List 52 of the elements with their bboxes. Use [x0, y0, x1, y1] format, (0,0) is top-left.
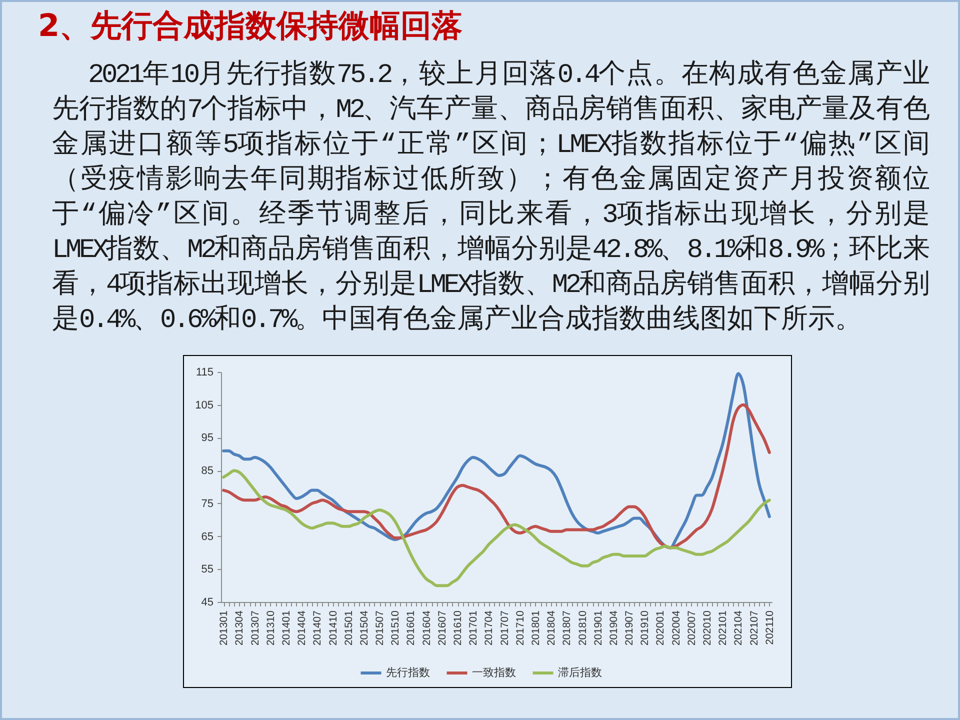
y-tick-label: 55: [201, 564, 214, 576]
x-tick-label: 202104: [732, 610, 745, 646]
x-tick-label: 201410: [327, 610, 340, 646]
x-tick-label: 201810: [576, 610, 589, 646]
y-tick-label: 115: [196, 366, 214, 378]
x-tick-label: 201510: [390, 610, 402, 646]
x-tick-label: 201501: [342, 610, 355, 646]
x-tick-label: 201910: [639, 610, 652, 646]
x-tick-label: 201807: [561, 610, 574, 646]
x-tick-label: 201607: [436, 610, 448, 646]
y-tick-label: 45: [201, 596, 214, 608]
x-tick-label: 202010: [702, 610, 714, 646]
line-series: [222, 469, 771, 588]
x-tick-label: 201601: [405, 610, 418, 646]
x-tick-label: 201904: [608, 610, 620, 646]
legend-label: 一致指数: [472, 667, 516, 679]
x-tick-label: 201804: [546, 610, 558, 646]
y-tick-label: 95: [201, 432, 214, 444]
line-series: [222, 403, 771, 550]
x-tick-label: 201401: [280, 610, 292, 646]
x-tick-label: 201304: [234, 610, 246, 646]
x-tick-label: 201801: [530, 610, 542, 646]
x-tick-label: 201710: [514, 610, 526, 646]
chart-title: 2、先行合成指数保持微幅回落: [38, 7, 463, 46]
x-tick-label: 201507: [374, 610, 386, 646]
x-tick-label: 201604: [420, 610, 433, 646]
x-tick-label: 201901: [592, 610, 604, 646]
x-tick-label: 201610: [452, 610, 464, 646]
x-tick-label: 202110: [764, 610, 776, 645]
x-tick-label: 202004: [670, 610, 682, 646]
x-tick-label: 201301: [218, 610, 230, 646]
y-tick-label: 65: [201, 530, 214, 543]
x-tick-label: 201504: [358, 610, 370, 646]
x-tick-label: 202107: [748, 610, 760, 646]
x-tick-label: 202007: [686, 610, 698, 646]
x-tick-label: 201404: [296, 610, 308, 646]
text: 2021年10月先行指数75.2，较上月回落0.4个点。在构成有色金属产业先行指数的7个指标中，M2、汽车产量、商品房销售面积、家电产量及有色金属进口额等5项指标位于“正常”区间；LMEX指数指标位于“偏热”区间（受疫情影响去年同期指标过低所致）；有色金属固定资产月投资额位于“偏冷”区间。经季节调整后，同比来看，3项指标出现增长，分别是LMEX指数、M2和商品房销售面积，增幅分别是42.8%、8.1%和8.9%；环比来看，4项指标出现增长，分别是LMEX指数、M2和商品房销售面积，增幅分别是0.4%、0.6%和0.7%。中国有色金属产业合成指数曲线图如下所示。: [52, 61, 930, 336]
x-tick-label: 201701: [468, 610, 480, 646]
x-tick-label: 201704: [483, 610, 496, 646]
x-tick-label: 202101: [717, 610, 730, 646]
x-tick-label: 201707: [498, 610, 511, 646]
x-tick-label: 202001: [654, 610, 667, 646]
x-tick-label: 201310: [264, 610, 277, 646]
line-series: [222, 372, 771, 550]
x-tick-label: 201307: [249, 610, 262, 646]
y-tick-label: 75: [201, 498, 214, 510]
legend-label: 滞后指数: [558, 666, 602, 679]
legend-label: 先行指数: [386, 666, 430, 679]
x-tick-label: 201907: [624, 610, 636, 646]
y-tick-label: 105: [195, 399, 214, 412]
y-tick-label: 85: [201, 465, 214, 478]
x-tick-label: 201407: [312, 610, 324, 646]
